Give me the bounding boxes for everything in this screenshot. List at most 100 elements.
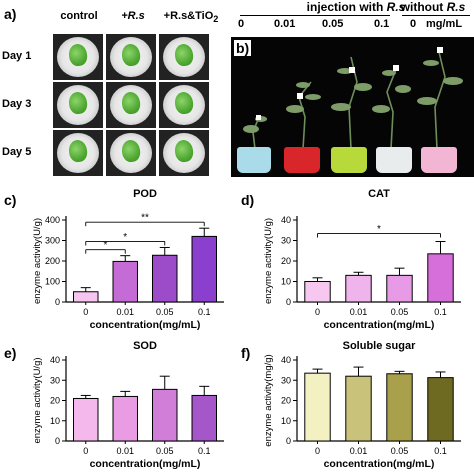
y-tick-label: 20 (281, 396, 291, 406)
chart-title: SOD (133, 340, 157, 352)
x-tick-label: 0 (315, 307, 320, 317)
column-header-control: control (60, 10, 98, 22)
x-tick-label: 0.1 (198, 446, 211, 456)
tomato-plants-photo (231, 37, 474, 177)
bar (427, 253, 454, 303)
y-tick-label: 40 (281, 215, 291, 225)
dish-photo (106, 34, 156, 80)
panel-label-f: f) (241, 345, 251, 361)
y-axis-label: enzyme activity(U/g) (263, 218, 274, 304)
sod-chart: SOD 0 10 20 30 40 enzyme activity(U/g) 0 0.01 0.0… (32, 340, 224, 470)
x-tick-label: 0.05 (156, 446, 174, 456)
y-tick-label: 300 (45, 236, 60, 246)
y-tick-label: 400 (45, 215, 60, 225)
bar (345, 274, 372, 303)
dish-photo (53, 82, 103, 128)
chart-title: Soluble sugar (343, 340, 416, 352)
x-tick-label: 0.05 (156, 307, 174, 317)
dish-photo (53, 130, 103, 176)
x-axis-label: concentration(mg/mL) (324, 319, 435, 331)
subscript: 2 (213, 14, 219, 25)
soluble-sugar-chart: Soluble sugar 0 10 20 30 40 enzyme activity(mg… (263, 340, 461, 470)
y-tick-label: 0 (286, 436, 291, 446)
bar (73, 397, 99, 442)
bar (304, 372, 331, 442)
y-tick-label: 30 (50, 375, 60, 385)
row-label-day5: Day 5 (2, 146, 32, 158)
strain-name: R.s (446, 0, 466, 14)
y-tick-label: 30 (281, 236, 291, 246)
x-tick-label: 0.01 (116, 307, 134, 317)
bar (112, 395, 138, 442)
panel-label-e: e) (4, 345, 17, 361)
plants-illustration (243, 47, 463, 150)
group-label-injection: injection with R.s (286, 0, 426, 14)
dish-photo (159, 82, 209, 128)
row-label-day3: Day 3 (2, 98, 32, 110)
chart-title: CAT (368, 188, 390, 200)
y-axis-label: enzyme activity(U/g) (32, 357, 43, 443)
y-tick-label: 200 (45, 256, 60, 266)
dish-photo (53, 34, 103, 80)
significance-label: * (104, 240, 108, 251)
x-tick-label: 0 (83, 307, 88, 317)
x-axis-label: concentration(mg/mL) (90, 458, 201, 470)
y-tick-label: 0 (55, 436, 60, 446)
column-header-rs: +R.s (121, 10, 145, 22)
pot-3 (376, 147, 412, 173)
group-bracket-injection (240, 15, 390, 16)
dish-photo (106, 130, 156, 176)
x-tick-label: 0.01 (350, 446, 368, 456)
concentration-label: 0.05 (322, 18, 344, 30)
y-axis-label: enzyme activity(mg/g) (263, 354, 274, 446)
group-label-without: without R.s (400, 0, 466, 14)
y-tick-label: 40 (50, 355, 60, 365)
pot-0 (237, 147, 271, 173)
bar (152, 254, 178, 303)
significance-label: * (377, 224, 381, 235)
x-tick-label: 0.01 (350, 307, 368, 317)
pot-1 (284, 147, 320, 173)
concentration-label: 0 (238, 18, 245, 30)
bar (386, 373, 413, 442)
x-tick-label: 0.1 (434, 446, 447, 456)
x-tick-label: 0 (83, 446, 88, 456)
unit-label: mg/mL (426, 18, 463, 30)
y-tick-label: 20 (281, 256, 291, 266)
panel-b-header: injection with R.s without R.s 0 0.01 0.… (232, 0, 474, 36)
x-axis-label: concentration(mg/mL) (324, 458, 435, 470)
bar (191, 394, 217, 442)
bar (152, 388, 178, 442)
bar (73, 291, 99, 303)
y-tick-label: 10 (281, 416, 291, 426)
dish-photo (159, 34, 209, 80)
y-tick-label: 10 (50, 416, 60, 426)
significance-label: * (123, 232, 127, 243)
x-tick-label: 0.1 (198, 307, 211, 317)
group-label-injection-text: injection with R.s (306, 0, 406, 14)
y-axis-label: enzyme activity(U/g) (32, 218, 43, 304)
strain-name: R.s (386, 0, 406, 14)
bar (112, 260, 138, 303)
concentration-label: 0.1 (374, 18, 390, 30)
group-bracket-without (402, 15, 470, 16)
panel-label-c: c) (4, 192, 17, 208)
x-tick-label: 0.05 (391, 446, 409, 456)
bar (191, 235, 217, 303)
column-header-rs-tio2: +R.s&TiO2 (163, 10, 219, 25)
bar (345, 375, 372, 442)
concentration-label: 0.01 (274, 18, 296, 30)
y-tick-label: 20 (50, 396, 60, 406)
concentration-label: 0 (410, 18, 417, 30)
y-tick-label: 0 (55, 297, 60, 307)
panel-label-b: b) (234, 40, 252, 56)
pot-4 (421, 147, 457, 173)
y-tick-label: 30 (281, 375, 291, 385)
chart-title: POD (133, 188, 157, 200)
panel-label-a: a) (4, 6, 17, 22)
panel-label-d: d) (241, 192, 255, 208)
y-tick-label: 40 (281, 355, 291, 365)
x-tick-label: 0.01 (116, 446, 134, 456)
y-tick-label: 10 (281, 277, 291, 287)
